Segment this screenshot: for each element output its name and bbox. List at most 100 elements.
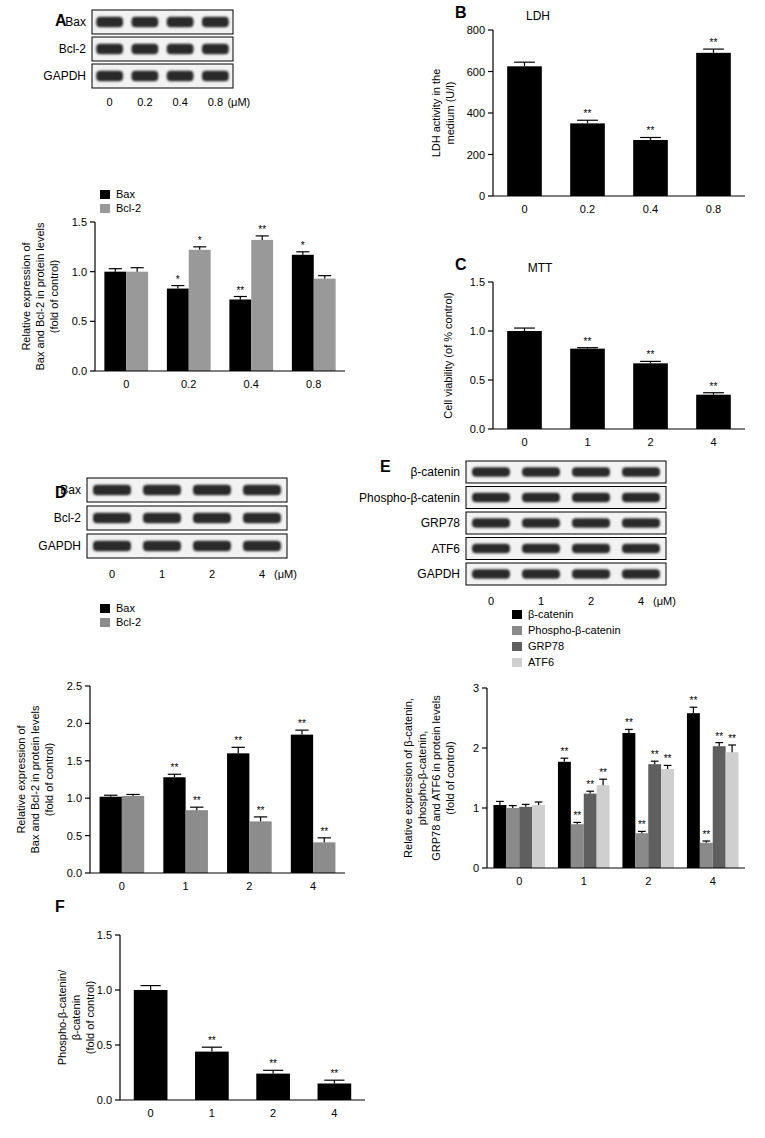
significance-mark: **: [298, 718, 306, 729]
bar: [635, 833, 648, 868]
chart: Relative expression ofBax and Bcl-2 in p…: [15, 602, 345, 892]
bar: [186, 810, 208, 873]
error-cap: [193, 246, 206, 247]
blot-band: [131, 17, 158, 28]
bar: [249, 821, 271, 873]
x-tick-label: 4: [310, 880, 316, 892]
error-cap: [168, 774, 181, 775]
significance-mark: **: [584, 336, 592, 347]
x-tick-label: 4: [331, 1107, 337, 1119]
blot-frame: [92, 37, 233, 61]
error-bar: [509, 806, 517, 808]
bar: [506, 808, 519, 868]
blot-row-label: β-catenin: [410, 465, 460, 479]
blot-band: [131, 71, 158, 82]
y-axis-label: Relative expression of: [15, 724, 27, 833]
y-axis-line: [89, 686, 90, 873]
y-axis-label: (fold of control): [444, 741, 456, 814]
x-tick-label: 2: [270, 1107, 276, 1119]
error-stem: [150, 986, 151, 990]
error-bar: [640, 361, 661, 363]
bar: [493, 805, 506, 868]
y-tick-label: 2: [473, 742, 479, 754]
error-cap: [131, 267, 144, 268]
bar: [570, 349, 605, 429]
x-tick-label: 1: [183, 880, 189, 892]
significance-mark: **: [647, 125, 655, 136]
chart-title: LDH: [526, 9, 550, 23]
legend-label: Bax: [116, 188, 135, 200]
significance-mark: **: [728, 733, 736, 744]
x-tick-label: 1: [584, 436, 590, 448]
y-tick-label: 0.5: [67, 830, 82, 842]
panel-label: B: [455, 4, 467, 21]
bar: [229, 299, 251, 371]
bar: [597, 785, 610, 868]
blot-band: [193, 541, 231, 552]
figure: ABaxBcl-2GAPDH00.20.40.8(μM)DBaxBcl-2GAP…: [0, 0, 765, 1138]
error-bar: [202, 1047, 222, 1051]
blot-lane-label: 1: [538, 595, 544, 607]
x-axis-line: [493, 428, 745, 429]
blot-lane-label: 4: [638, 595, 644, 607]
error-stem: [602, 779, 603, 785]
error-cap: [625, 729, 633, 730]
blot-band: [143, 485, 181, 496]
blot-lane-label: 0: [488, 595, 494, 607]
blot-band: [243, 513, 281, 524]
y-tick: [482, 867, 487, 868]
blot-band: [522, 518, 560, 528]
blot-frame: [92, 10, 233, 34]
error-cap: [141, 985, 161, 986]
bar: [558, 762, 571, 868]
significance-mark: **: [269, 1058, 277, 1069]
blot-band: [243, 485, 281, 496]
y-tick: [488, 281, 493, 282]
error-cap: [522, 804, 530, 805]
bar: [126, 272, 148, 371]
significance-mark: **: [330, 1068, 338, 1079]
y-tick: [115, 989, 120, 990]
blot-band: [143, 513, 181, 524]
error-bar: [577, 120, 598, 123]
y-axis-label: Phospho-β-catenin/: [56, 969, 68, 1066]
legend-label: Phospho-β-catenin: [528, 624, 621, 636]
x-tick-label: 2: [645, 875, 651, 887]
blot-band: [131, 44, 158, 55]
error-cap: [703, 392, 724, 393]
bar: [251, 240, 273, 371]
y-tick: [85, 872, 90, 873]
blot-lane-label: 0: [109, 568, 115, 580]
bar: [726, 752, 739, 868]
legend-swatch: [100, 204, 110, 213]
y-tick-label: 0.5: [470, 374, 485, 386]
blot-frame: [466, 487, 666, 509]
bar: [570, 123, 605, 196]
blot-lane-label: 2: [588, 595, 594, 607]
y-axis-label: phospho-β-catenin,: [416, 731, 428, 825]
blot-band: [622, 467, 660, 477]
error-bar: [586, 791, 594, 793]
blot-row-label: Bcl-2: [54, 511, 82, 525]
blot-band: [96, 44, 123, 55]
significance-mark: **: [702, 829, 710, 840]
bar: [104, 272, 126, 371]
error-cap: [295, 730, 308, 731]
legend-label: GRP78: [528, 640, 564, 652]
error-bar: [190, 807, 203, 810]
legend-label: ATF6: [528, 656, 554, 668]
error-cap: [640, 361, 661, 362]
y-tick: [482, 687, 487, 688]
blot-band: [572, 569, 610, 579]
significance-mark: **: [193, 795, 201, 806]
significance-mark: **: [586, 779, 594, 790]
legend-label: Bcl-2: [116, 202, 141, 214]
y-tick-label: 1.0: [97, 984, 112, 996]
error-stem: [211, 1047, 212, 1051]
error-cap: [577, 120, 598, 121]
x-tick-label: 0: [521, 436, 527, 448]
x-axis-line: [90, 872, 345, 873]
chart: Relative expression of β-catenin,phospho…: [402, 608, 745, 887]
error-bar: [104, 795, 117, 796]
blot-frame: [87, 534, 287, 558]
